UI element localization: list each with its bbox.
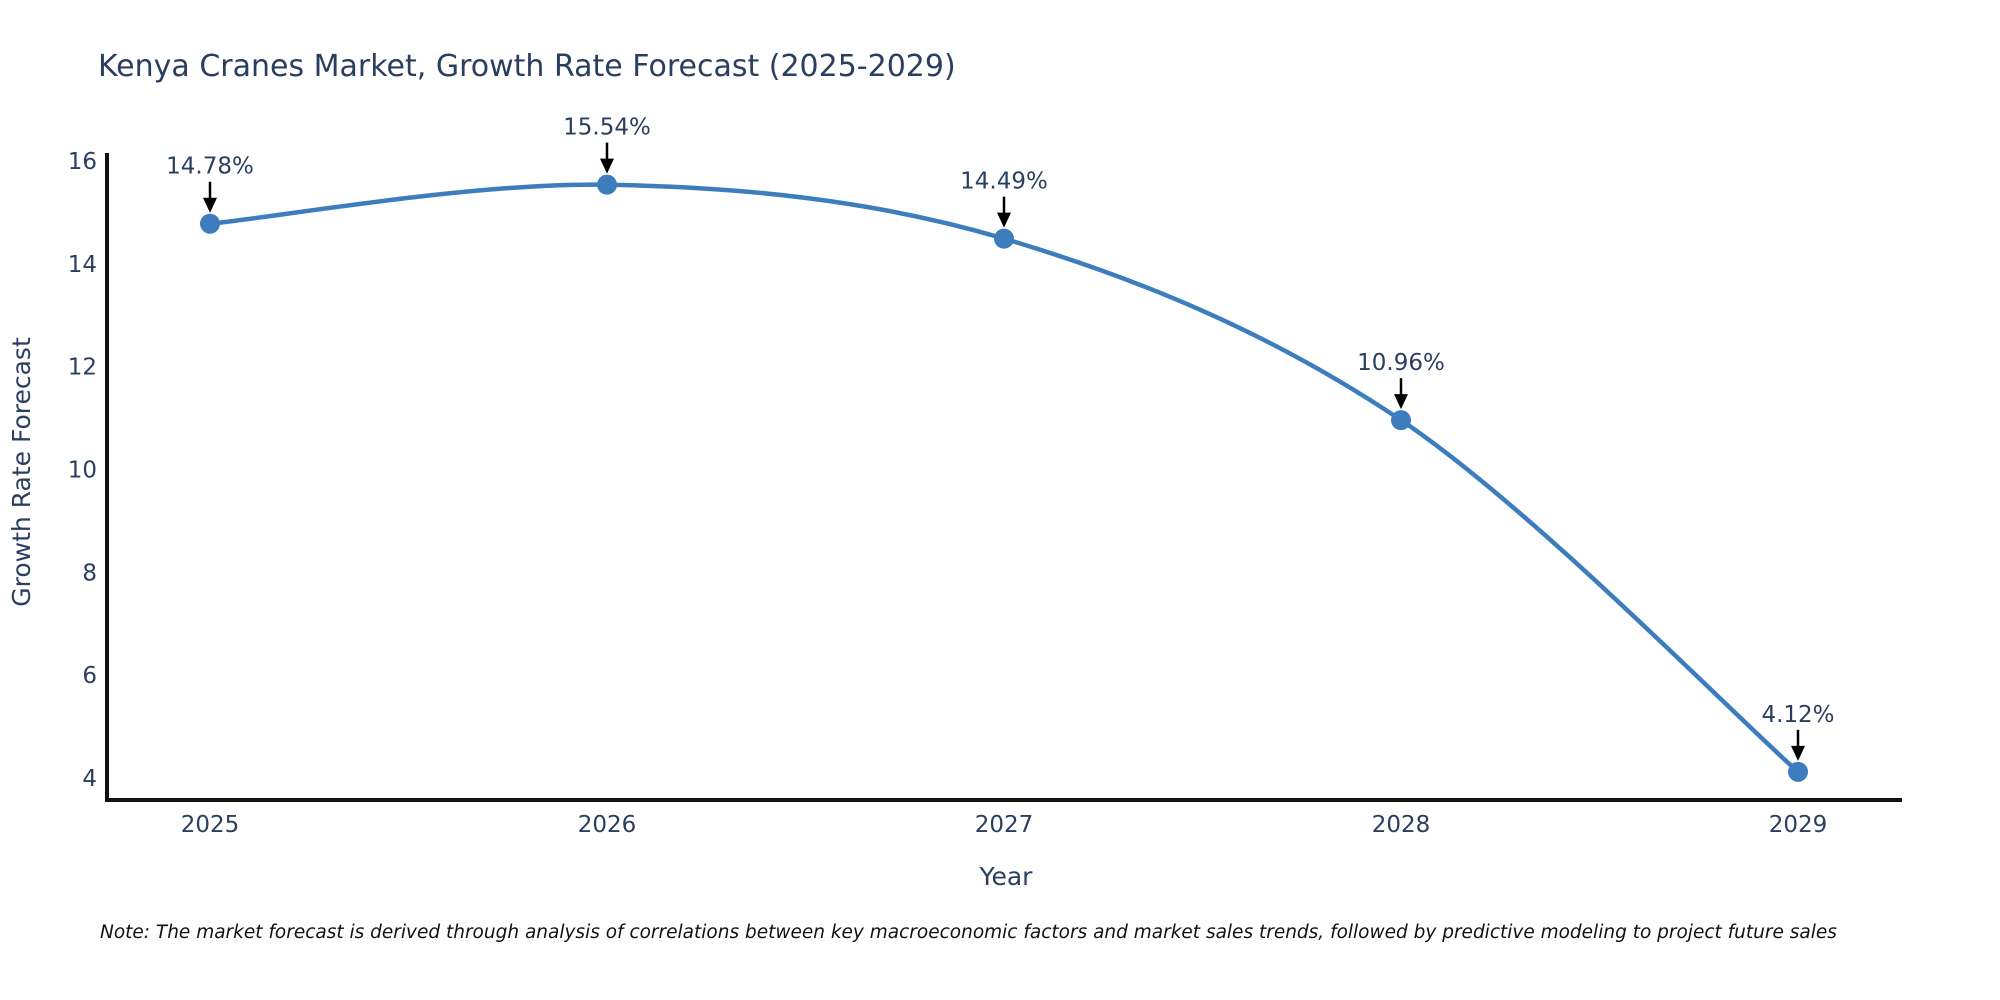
chart-note: Note: The market forecast is derived thr… (100, 922, 1837, 943)
y-tick-label: 8 (82, 560, 97, 586)
annotation-arrow-head (203, 197, 217, 213)
chart-title: Kenya Cranes Market, Growth Rate Forecas… (98, 49, 956, 84)
data-point-marker (200, 213, 220, 234)
x-tick-label: 2027 (975, 812, 1034, 838)
data-point-label: 14.78% (166, 154, 254, 180)
x-axis-title: Year (979, 862, 1034, 891)
annotation-arrow-head (997, 212, 1011, 228)
data-point-label: 10.96% (1357, 350, 1445, 376)
data-point-marker (1788, 761, 1808, 782)
annotation-arrow-head (1791, 745, 1805, 761)
y-tick-label: 4 (82, 766, 97, 792)
x-tick-label: 2028 (1372, 812, 1431, 838)
data-point-label: 14.49% (960, 169, 1048, 195)
data-point-label: 15.54% (563, 115, 651, 141)
y-tick-label: 16 (68, 149, 97, 175)
annotation-arrow-head (600, 158, 614, 174)
data-point-label: 4.12% (1761, 702, 1834, 728)
data-point-marker (597, 174, 617, 195)
plot-area: 4 6 8 10 12 14 16 2025 2026 2027 2028 2029 14.78% 15.… (68, 115, 1902, 838)
data-point-marker (1391, 410, 1411, 431)
annotation-arrow-head (1394, 394, 1408, 410)
y-axis-title: Growth Rate Forecast (7, 337, 36, 607)
x-tick-label: 2026 (578, 812, 637, 838)
x-tick-label: 2025 (181, 812, 240, 838)
y-tick-label: 10 (68, 457, 97, 483)
y-tick-label: 14 (68, 252, 97, 278)
y-tick-label: 6 (82, 663, 97, 689)
data-point-marker (994, 228, 1014, 249)
x-tick-label: 2029 (1769, 812, 1828, 838)
y-tick-label: 12 (68, 355, 97, 381)
trend-line (207, 182, 1801, 775)
